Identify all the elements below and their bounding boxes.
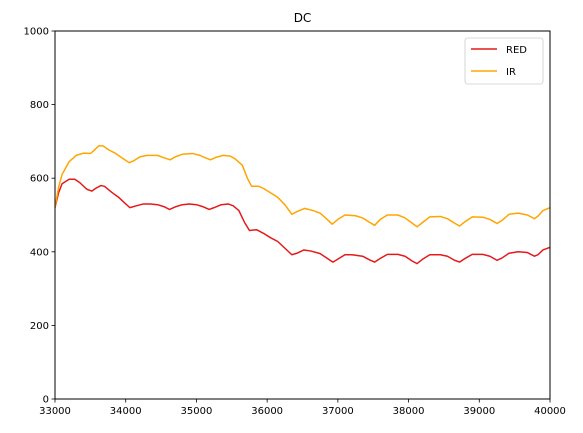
x-tick-label: 34000 — [110, 406, 142, 417]
chart-title: DC — [294, 11, 312, 25]
y-tick-label: 1000 — [24, 27, 49, 38]
legend-label-red: RED — [506, 45, 527, 56]
series-line-ir — [55, 145, 550, 228]
legend-label-ir: IR — [506, 67, 516, 78]
x-tick-label: 33000 — [39, 406, 71, 417]
legend-box — [464, 37, 544, 85]
x-tick-label: 35000 — [181, 406, 213, 417]
y-tick-label: 400 — [30, 247, 49, 258]
y-tick-label: 200 — [30, 321, 49, 332]
x-tick-label: 39000 — [463, 406, 495, 417]
x-tick-label: 37000 — [322, 406, 354, 417]
series-line-red — [55, 178, 550, 265]
plot-lines — [55, 145, 550, 265]
y-tick-label: 600 — [30, 174, 49, 185]
x-axis: 33000 34000 35000 36000 37000 38000 39000 40000 — [39, 399, 566, 417]
x-tick-label: 40000 — [534, 406, 566, 417]
x-tick-label: 36000 — [251, 406, 283, 417]
y-tick-label: 800 — [30, 100, 49, 111]
y-axis: 0 200 400 600 800 1000 — [24, 27, 55, 406]
x-tick-label: 38000 — [393, 406, 425, 417]
axes-frame — [54, 30, 551, 400]
legend: RED IR — [464, 37, 544, 85]
y-tick-label: 0 — [43, 395, 49, 406]
